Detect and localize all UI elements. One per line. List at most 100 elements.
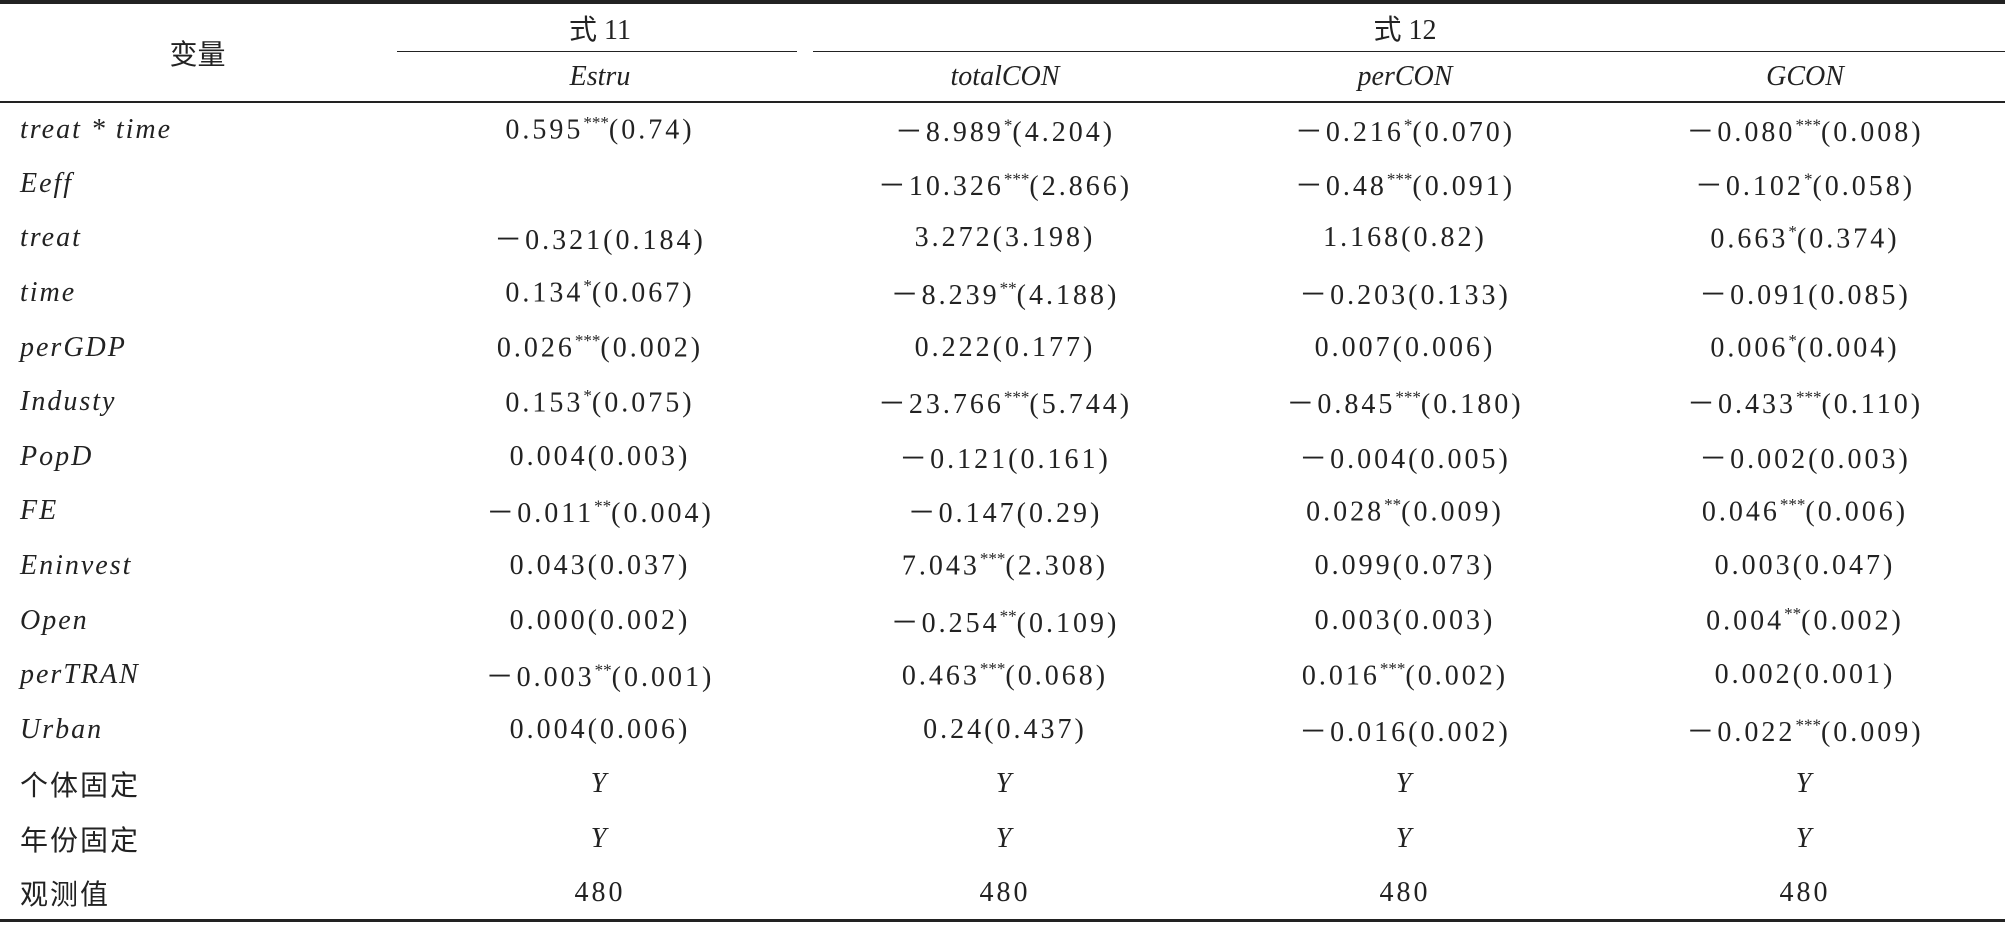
cell: 480 bbox=[1779, 876, 1831, 908]
cell: 480 bbox=[979, 876, 1031, 908]
cell: －0.433***(0.110) bbox=[1686, 387, 1924, 421]
row-label: Eeff bbox=[20, 167, 74, 199]
cell: 0.026***(0.002) bbox=[496, 331, 704, 364]
row-label: PopD bbox=[20, 440, 94, 472]
cell: －0.011**(0.004) bbox=[486, 497, 714, 530]
cell: Y bbox=[1795, 823, 1815, 855]
significance-stars: *** bbox=[583, 113, 609, 133]
row-label: perGDP bbox=[20, 331, 127, 363]
row-label: Open bbox=[20, 604, 89, 636]
cell: 0.004**(0.002) bbox=[1706, 603, 1904, 637]
cell: －0.002(0.003) bbox=[1699, 443, 1911, 475]
column-header: Estru bbox=[395, 52, 805, 103]
significance-stars: ** bbox=[999, 606, 1017, 626]
cell: 0.24(0.437) bbox=[923, 713, 1087, 745]
cell: 0.046***(0.006) bbox=[1701, 494, 1909, 528]
cell: 480 bbox=[574, 876, 626, 908]
cell: 0.663*(0.374) bbox=[1710, 221, 1900, 255]
table-row: perTRAN －0.003**(0.001) 0.463***(0.068) 0.0… bbox=[0, 648, 2005, 703]
row-label: treat bbox=[20, 222, 82, 254]
cell: 0.099(0.073) bbox=[1314, 550, 1496, 582]
cell: －0.003**(0.001) bbox=[485, 660, 715, 694]
significance-stars: *** bbox=[979, 658, 1006, 678]
significance-stars: * bbox=[1788, 331, 1797, 350]
significance-stars: ** bbox=[999, 278, 1017, 298]
cell: Y bbox=[995, 768, 1015, 800]
cell: Y bbox=[1395, 768, 1415, 800]
significance-stars: * bbox=[583, 276, 592, 296]
column-header: totalCON bbox=[805, 52, 1205, 103]
row-label: 年份固定 bbox=[20, 826, 141, 858]
table-row: 个体固定 Y Y Y Y bbox=[0, 757, 2005, 812]
significance-stars: ** bbox=[1784, 603, 1802, 623]
table-row: Open 0.000(0.002) －0.254**(0.109) 0.003(0.0… bbox=[0, 593, 2005, 648]
cell: －0.080***(0.008) bbox=[1686, 115, 1924, 148]
cell: Y bbox=[995, 823, 1015, 855]
table-row: Eninvest 0.043(0.037) 7.043***(2.308) 0.099… bbox=[0, 539, 2005, 594]
significance-stars: * bbox=[1003, 115, 1013, 135]
table-row: time 0.134*(0.067) －8.239**(4.188) －0.203(0… bbox=[0, 266, 2005, 321]
cell: 0.016***(0.002) bbox=[1301, 658, 1509, 691]
cell: －0.216*(0.070) bbox=[1294, 115, 1516, 148]
cell: Y bbox=[590, 823, 610, 855]
significance-stars: ** bbox=[1384, 494, 1402, 514]
row-label: Eninvest bbox=[20, 550, 133, 582]
row-label: 个体固定 bbox=[20, 771, 141, 803]
cell: －0.254**(0.109) bbox=[890, 606, 1120, 639]
cell: 0.463***(0.068) bbox=[901, 658, 1109, 691]
cell: 0.134*(0.067) bbox=[505, 276, 695, 309]
significance-stars: *** bbox=[1395, 387, 1421, 407]
table-row: FE －0.011**(0.004) －0.147(0.29) 0.028**(0.0… bbox=[0, 484, 2005, 539]
header-row: Estru totalCON perCON GCON bbox=[0, 52, 2005, 103]
column-header: GCON bbox=[1605, 52, 2005, 103]
cell: 0.043(0.037) bbox=[509, 550, 691, 582]
row-label: Urban bbox=[20, 713, 104, 745]
cell: 0.003(0.047) bbox=[1714, 550, 1896, 582]
significance-stars: ** bbox=[594, 497, 612, 517]
cell: －0.022***(0.009) bbox=[1686, 715, 1924, 748]
table-row: PopD 0.004(0.003) －0.121(0.161) －0.004(0.00… bbox=[0, 430, 2005, 485]
cell: －0.147(0.29) bbox=[907, 498, 1103, 530]
table-row: Urban 0.004(0.006) 0.24(0.437) －0.016(0.002… bbox=[0, 703, 2005, 758]
column-header: perCON bbox=[1205, 52, 1605, 103]
cell: 1.168(0.82) bbox=[1323, 222, 1487, 254]
cell: 7.043***(2.308) bbox=[901, 549, 1109, 582]
significance-stars: * bbox=[1403, 115, 1413, 135]
significance-stars: *** bbox=[1379, 658, 1406, 678]
cell: 0.028**(0.009) bbox=[1306, 494, 1504, 528]
cell: －0.121(0.161) bbox=[899, 443, 1111, 475]
cell: －23.766***(5.744) bbox=[877, 387, 1133, 421]
significance-stars: ** bbox=[594, 660, 612, 680]
significance-stars: *** bbox=[1795, 387, 1822, 407]
cell: －0.091(0.085) bbox=[1699, 280, 1911, 312]
table-header: 变量 式 11 式 12 Estru totalCON perCON GCON bbox=[0, 2, 2005, 103]
cell: 0.595***(0.74) bbox=[505, 113, 695, 146]
cell: －0.203(0.133) bbox=[1299, 280, 1511, 312]
cell: 0.000(0.002) bbox=[509, 604, 691, 636]
significance-stars: * bbox=[1803, 169, 1813, 189]
group-header: 式 11 bbox=[395, 2, 805, 52]
header-row: 变量 式 11 式 12 bbox=[0, 2, 2005, 103]
cell: Y bbox=[1795, 768, 1815, 800]
table-row: treat －0.321(0.184) 3.272(3.198) 1.168(0.82… bbox=[0, 211, 2005, 266]
cell bbox=[395, 157, 805, 212]
cell: Y bbox=[1395, 823, 1415, 855]
cell: Y bbox=[590, 768, 610, 800]
cell: －10.326***(2.866) bbox=[877, 169, 1133, 202]
significance-stars: *** bbox=[979, 549, 1006, 569]
cell: 0.002(0.001) bbox=[1714, 659, 1896, 691]
cell: －0.845***(0.180) bbox=[1286, 387, 1524, 421]
table-row: perGDP 0.026***(0.002) 0.222(0.177) 0.007(0… bbox=[0, 320, 2005, 375]
cell: －8.239**(4.188) bbox=[890, 278, 1120, 312]
row-label: Industy bbox=[20, 386, 117, 418]
cell: 0.153*(0.075) bbox=[505, 385, 695, 418]
table-row: 年份固定 Y Y Y Y bbox=[0, 812, 2005, 867]
variable-header: 变量 bbox=[0, 2, 395, 103]
cell: 0.007(0.006) bbox=[1314, 331, 1496, 363]
significance-stars: *** bbox=[1779, 494, 1806, 514]
table-row: Industy 0.153*(0.075) －23.766***(5.744) －0.… bbox=[0, 375, 2005, 430]
significance-stars: *** bbox=[1003, 387, 1030, 407]
significance-stars: *** bbox=[1003, 169, 1030, 189]
